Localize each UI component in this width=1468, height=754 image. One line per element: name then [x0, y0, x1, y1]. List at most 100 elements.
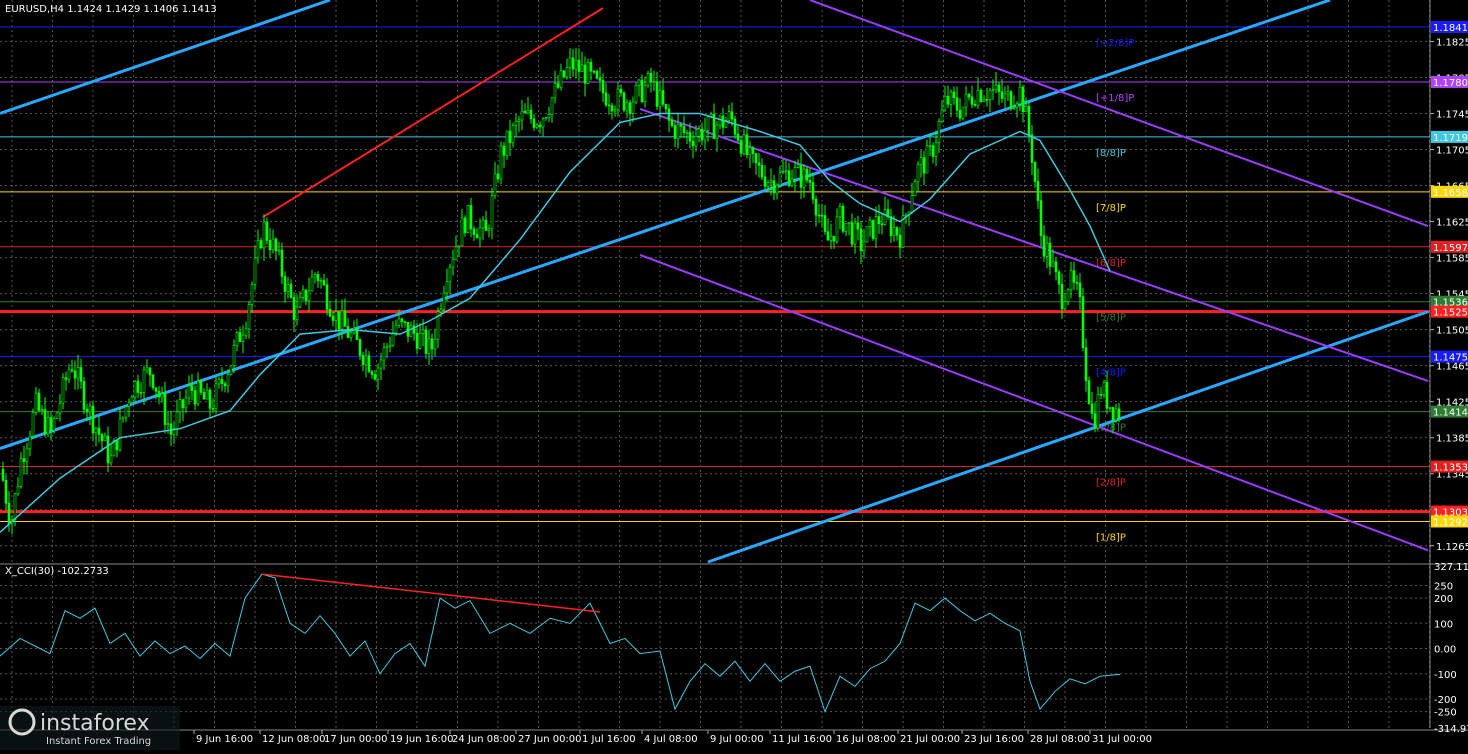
candle-body — [310, 276, 314, 292]
candle-body — [523, 110, 527, 114]
candle-body — [259, 240, 263, 249]
candle — [859, 220, 863, 265]
candle-body — [1075, 282, 1079, 284]
candle-body — [1000, 91, 1004, 99]
candle — [1057, 269, 1061, 294]
candle — [256, 229, 260, 264]
candle-body — [340, 310, 344, 330]
candle-body — [214, 383, 218, 410]
candle — [955, 86, 959, 117]
candle-body — [727, 111, 731, 121]
candle-body — [982, 99, 986, 102]
candle — [340, 299, 344, 340]
candle-body — [100, 434, 104, 442]
candle — [838, 203, 842, 230]
candle-body — [148, 367, 152, 376]
candle-body — [895, 227, 899, 236]
candle — [106, 426, 110, 473]
candle-body — [979, 90, 983, 102]
candle-body — [601, 80, 605, 94]
candle-body — [754, 153, 758, 164]
candle-body — [274, 238, 278, 252]
candle-body — [355, 328, 359, 340]
candle — [1021, 84, 1025, 123]
candle-body — [814, 198, 818, 216]
candle — [214, 375, 218, 415]
candle-body — [571, 57, 575, 70]
candle-body — [133, 380, 137, 398]
time-tick-label: 24 Jun 08:00 — [452, 734, 516, 745]
candle-body — [1027, 106, 1031, 136]
candle — [1003, 86, 1007, 108]
candle-body — [958, 109, 962, 119]
candle-body — [937, 121, 941, 143]
candle-body — [1051, 261, 1055, 267]
candle-body — [385, 346, 389, 348]
candle — [139, 382, 143, 399]
candle — [52, 416, 56, 434]
candle — [1096, 386, 1100, 430]
candle — [364, 348, 368, 378]
candle — [460, 209, 464, 247]
candle-body — [820, 214, 824, 217]
candle — [1114, 403, 1118, 423]
candle-body — [592, 70, 596, 73]
candle-body — [946, 95, 950, 105]
candle — [193, 385, 197, 411]
candle — [229, 365, 233, 376]
candle — [442, 285, 446, 313]
candle-body — [691, 140, 695, 147]
candle — [70, 359, 74, 373]
candle-body — [292, 297, 296, 320]
candle-body — [361, 355, 365, 365]
candle — [205, 383, 209, 400]
candle-body — [40, 409, 44, 411]
candle-body — [229, 365, 233, 375]
candle — [31, 408, 35, 439]
candle-body — [7, 502, 11, 525]
candle — [226, 369, 230, 393]
candle — [571, 49, 575, 77]
candle — [832, 235, 836, 249]
candle-body — [454, 246, 458, 260]
candle-body — [79, 367, 83, 382]
candle — [418, 323, 422, 350]
candle-body — [16, 485, 20, 495]
candle-body — [142, 369, 146, 393]
candle — [235, 330, 239, 352]
candle-body — [721, 115, 725, 128]
candle — [127, 398, 131, 418]
candle-body — [1024, 106, 1028, 113]
candle-body — [892, 227, 896, 236]
murray-level-label: [8/8]P — [1096, 148, 1126, 159]
candle — [994, 71, 998, 94]
candle-body — [184, 397, 188, 409]
candle — [1066, 288, 1070, 306]
candle — [469, 197, 473, 238]
candle-body — [547, 114, 551, 119]
price-tick-label: 1.1545 — [1436, 290, 1468, 301]
candle-body — [286, 284, 290, 292]
candle-body — [58, 402, 62, 414]
candle — [91, 401, 95, 441]
candle — [1036, 168, 1040, 209]
candle-body — [34, 392, 38, 413]
candle — [949, 89, 953, 117]
candle — [238, 327, 242, 343]
candle — [772, 175, 776, 201]
candle — [880, 212, 884, 235]
price-level-tag — [1431, 350, 1468, 363]
candle — [277, 241, 281, 256]
candle — [382, 342, 386, 370]
candle-body — [121, 416, 125, 420]
candle — [616, 81, 620, 117]
candle-body — [196, 380, 200, 405]
candle — [445, 268, 449, 302]
price-level-tag-text: 1.1525 — [1433, 308, 1468, 319]
candle — [499, 141, 503, 185]
candle-body — [826, 231, 830, 241]
candle — [109, 444, 113, 466]
candle — [769, 168, 773, 196]
